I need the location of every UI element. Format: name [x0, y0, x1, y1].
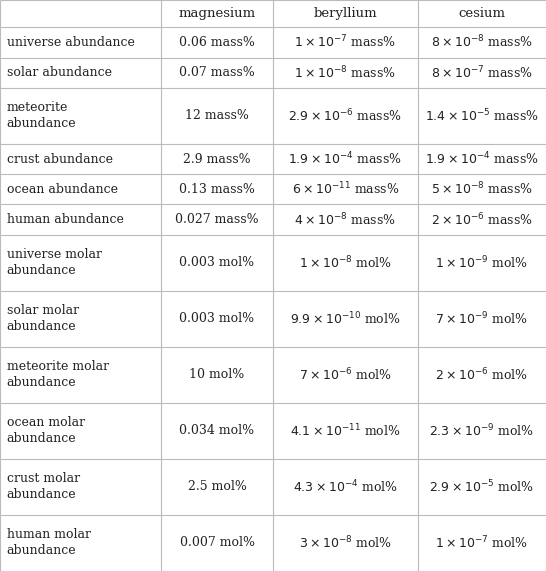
Text: $1.9\times10^{-4}$ mass%: $1.9\times10^{-4}$ mass% — [288, 151, 402, 167]
Text: 0.007 mol%: 0.007 mol% — [180, 537, 254, 549]
Text: $3\times10^{-8}$ mol%: $3\times10^{-8}$ mol% — [299, 534, 392, 551]
Text: 0.07 mass%: 0.07 mass% — [179, 66, 255, 79]
Text: $7\times10^{-9}$ mol%: $7\times10^{-9}$ mol% — [435, 311, 529, 327]
Text: $1.4\times10^{-5}$ mass%: $1.4\times10^{-5}$ mass% — [425, 107, 539, 124]
Text: $4.1\times10^{-11}$ mol%: $4.1\times10^{-11}$ mol% — [290, 423, 401, 439]
Text: human molar
abundance: human molar abundance — [7, 529, 91, 557]
Text: 0.027 mass%: 0.027 mass% — [175, 213, 259, 226]
Text: ocean abundance: ocean abundance — [7, 183, 117, 196]
Text: $1\times10^{-7}$ mass%: $1\times10^{-7}$ mass% — [294, 34, 396, 51]
Text: solar molar
abundance: solar molar abundance — [7, 304, 79, 333]
Text: $5\times10^{-8}$ mass%: $5\times10^{-8}$ mass% — [431, 181, 533, 198]
Text: $9.9\times10^{-10}$ mol%: $9.9\times10^{-10}$ mol% — [290, 311, 401, 327]
Text: $2.9\times10^{-6}$ mass%: $2.9\times10^{-6}$ mass% — [288, 107, 402, 124]
Text: $1\times10^{-8}$ mol%: $1\times10^{-8}$ mol% — [299, 255, 392, 271]
Text: universe molar
abundance: universe molar abundance — [7, 248, 102, 278]
Text: ocean molar
abundance: ocean molar abundance — [7, 416, 85, 445]
Text: solar abundance: solar abundance — [7, 66, 111, 79]
Text: $2.9\times10^{-5}$ mol%: $2.9\times10^{-5}$ mol% — [429, 478, 535, 495]
Text: $8\times10^{-8}$ mass%: $8\times10^{-8}$ mass% — [431, 34, 533, 51]
Text: $6\times10^{-11}$ mass%: $6\times10^{-11}$ mass% — [292, 181, 399, 198]
Text: meteorite molar
abundance: meteorite molar abundance — [7, 360, 109, 389]
Text: $1\times10^{-9}$ mol%: $1\times10^{-9}$ mol% — [435, 255, 529, 271]
Text: magnesium: magnesium — [179, 7, 256, 20]
Text: $7\times10^{-6}$ mol%: $7\times10^{-6}$ mol% — [299, 367, 392, 383]
Text: human abundance: human abundance — [7, 213, 123, 226]
Text: 0.13 mass%: 0.13 mass% — [179, 183, 255, 196]
Text: $1.9\times10^{-4}$ mass%: $1.9\times10^{-4}$ mass% — [425, 151, 539, 167]
Text: 12 mass%: 12 mass% — [185, 110, 249, 122]
Text: 0.003 mol%: 0.003 mol% — [180, 312, 254, 325]
Text: 2.5 mol%: 2.5 mol% — [188, 480, 246, 493]
Text: crust molar
abundance: crust molar abundance — [7, 472, 80, 501]
Text: beryllium: beryllium — [313, 7, 377, 20]
Text: universe abundance: universe abundance — [7, 36, 134, 49]
Text: 0.06 mass%: 0.06 mass% — [179, 36, 255, 49]
Text: $1\times10^{-8}$ mass%: $1\times10^{-8}$ mass% — [294, 65, 396, 81]
Text: 10 mol%: 10 mol% — [189, 368, 245, 381]
Text: $4\times10^{-8}$ mass%: $4\times10^{-8}$ mass% — [294, 211, 396, 228]
Text: $2.3\times10^{-9}$ mol%: $2.3\times10^{-9}$ mol% — [429, 423, 535, 439]
Text: $1\times10^{-7}$ mol%: $1\times10^{-7}$ mol% — [435, 534, 529, 551]
Text: crust abundance: crust abundance — [7, 152, 112, 166]
Text: $2\times10^{-6}$ mol%: $2\times10^{-6}$ mol% — [435, 367, 529, 383]
Text: $8\times10^{-7}$ mass%: $8\times10^{-7}$ mass% — [431, 65, 533, 81]
Text: $2\times10^{-6}$ mass%: $2\times10^{-6}$ mass% — [431, 211, 533, 228]
Text: cesium: cesium — [458, 7, 506, 20]
Text: 2.9 mass%: 2.9 mass% — [183, 152, 251, 166]
Text: $4.3\times10^{-4}$ mol%: $4.3\times10^{-4}$ mol% — [293, 478, 398, 495]
Text: 0.003 mol%: 0.003 mol% — [180, 256, 254, 270]
Text: meteorite
abundance: meteorite abundance — [7, 102, 76, 130]
Text: 0.034 mol%: 0.034 mol% — [180, 424, 254, 437]
